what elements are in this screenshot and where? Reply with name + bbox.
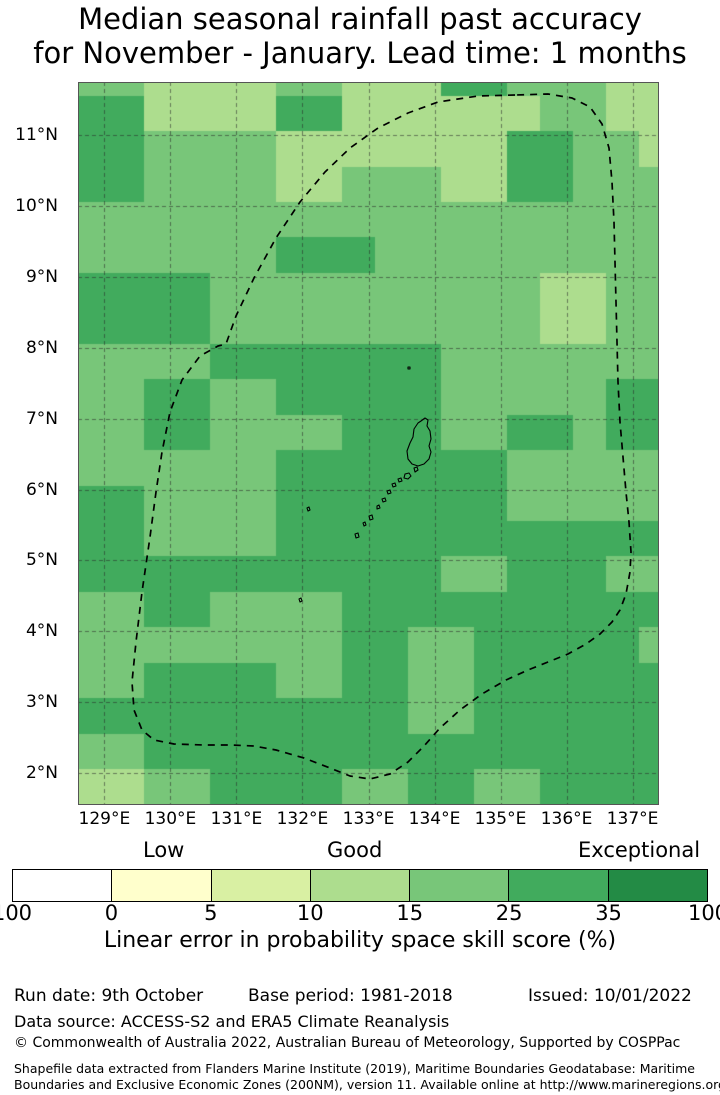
x-axis-tick-132E: 132°E [276, 809, 329, 829]
chart-title-line-1: Median seasonal rainfall past accuracy [78, 2, 642, 36]
colorbar-segment-3 [310, 870, 411, 901]
y-axis-tick-9N: 9°N [25, 266, 58, 287]
x-axis-tick-135E: 135°E [474, 809, 527, 829]
chart-title: Median seasonal rainfall past accuracy f… [0, 0, 720, 70]
footer-data-source: Data source: ACCESS-S2 and ERA5 Climate … [14, 1012, 450, 1031]
footer-shapefile-line-2: Boundaries and Exclusive Economic Zones … [14, 1077, 720, 1092]
footer-base-period: Base period: 1981-2018 [248, 986, 453, 1006]
footer-metadata-row: Run date: 9th October Base period: 1981-… [0, 985, 720, 1011]
x-axis-tick-130E: 130°E [144, 809, 197, 829]
colorbar-segment-2 [211, 870, 311, 901]
x-axis-tick-134E: 134°E [408, 809, 461, 829]
y-axis-tick-5N: 5°N [25, 550, 58, 571]
palau-islands-coastline [298, 366, 432, 603]
y-axis-tick-6N: 6°N [25, 479, 58, 500]
colorbar-category-low: Low [143, 838, 185, 862]
chart-title-line-2: for November - January. Lead time: 1 mon… [33, 36, 687, 70]
colorbar-tick-2: 5 [204, 901, 218, 925]
colorbar-category-good: Good [327, 838, 383, 862]
y-axis-tick-7N: 7°N [25, 408, 58, 429]
x-axis-tick-136E: 136°E [540, 809, 593, 829]
footer-run-date: Run date: 9th October [14, 986, 204, 1006]
y-axis-tick-4N: 4°N [25, 621, 58, 642]
colorbar-category-labels: Low Good Exceptional [0, 840, 720, 866]
colorbar-category-exceptional: Exceptional [578, 838, 701, 862]
colorbar-segment-1 [112, 870, 212, 901]
map-plot-area [78, 82, 659, 805]
x-axis-tick-133E: 133°E [342, 809, 395, 829]
colorbar-segment-0 [13, 870, 113, 901]
colorbar-tick-labels: 100 0 5 10 15 25 35 100 [0, 903, 720, 927]
x-axis-tick-129E: 129°E [78, 809, 131, 829]
footer-issued-date: Issued: 10/01/2022 [528, 986, 692, 1006]
footer-shapefile-attribution: Shapefile data extracted from Flanders M… [14, 1061, 720, 1093]
rainfall-accuracy-heatmap [78, 82, 659, 805]
x-axis-tick-137E: 137°E [606, 809, 659, 829]
exclusive-economic-zone-dashed-boundary [131, 93, 632, 780]
colorbar-segment-6 [608, 870, 707, 901]
map-vector-overlay [131, 93, 632, 780]
colorbar [12, 869, 708, 902]
colorbar-tick-7: 100 [687, 901, 720, 925]
colorbar-segment-5 [509, 870, 609, 901]
y-axis-tick-10N: 10°N [15, 196, 58, 217]
x-axis-tick-131E: 131°E [210, 809, 263, 829]
colorbar-tick-1: 0 [104, 901, 119, 925]
colorbar-axis-label: Linear error in probability space skill … [103, 928, 617, 953]
y-axis-tick-11N: 11°N [15, 125, 58, 146]
footer-shapefile-line-1: Shapefile data extracted from Flanders M… [14, 1061, 695, 1076]
footer-block: Run date: 9th October Base period: 1981-… [0, 985, 720, 1093]
y-axis-tick-3N: 3°N [25, 692, 58, 713]
colorbar-tick-5: 25 [495, 901, 523, 925]
colorbar-segment-4 [410, 870, 510, 901]
colorbar-tick-4: 15 [396, 901, 424, 925]
colorbar-tick-0: 100 [0, 901, 33, 925]
colorbar-tick-3: 10 [296, 901, 324, 925]
y-axis-tick-2N: 2°N [25, 763, 58, 784]
footer-copyright: © Commonwealth of Australia 2022, Austra… [14, 1035, 681, 1051]
colorbar-tick-6: 35 [595, 901, 622, 925]
y-axis-tick-8N: 8°N [25, 337, 58, 358]
